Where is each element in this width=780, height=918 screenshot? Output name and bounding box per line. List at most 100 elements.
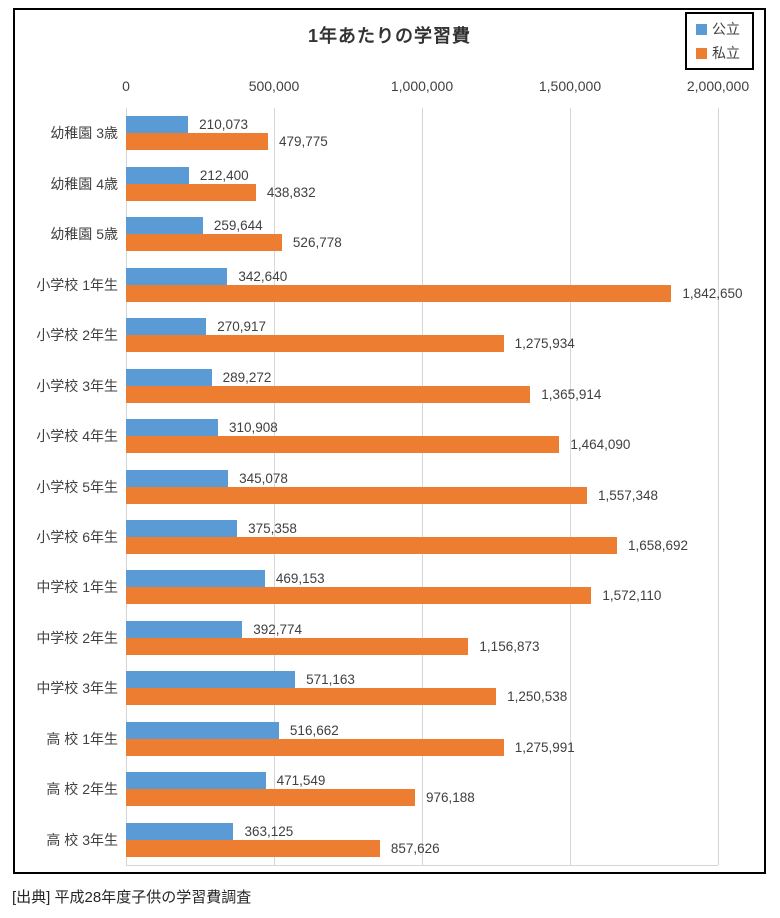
private-bar-line: 1,275,934 [126,335,718,353]
private-bar [126,587,592,605]
category-label: 小学校 4年生 [36,428,118,445]
category-label: 幼稚園 5歳 [50,226,118,243]
category-label: 高 校 1年生 [46,730,118,747]
private-bar [126,133,268,151]
category-label: 小学校 2年生 [36,327,118,344]
private-bar [126,839,380,857]
public-bar [126,368,212,386]
public-bar [126,519,238,537]
public-bar-line: 310,908 [126,419,718,437]
public-bar-line: 392,774 [126,620,718,638]
private-bar [126,536,617,554]
private-value-label: 1,842,650 [682,285,743,301]
public-value-label: 289,272 [222,369,272,385]
public-bar [126,419,219,437]
category-row: 幼稚園 5歳 259,644 526,778 [50,209,718,259]
public-bar [126,721,279,739]
private-bar [126,335,504,353]
category-label: 幼稚園 4歳 [50,175,118,192]
legend-item-private: 私立 [696,43,740,63]
private-bar [126,637,469,655]
private-bar-line: 438,832 [126,183,718,201]
source-note: [出典] 平成28年度子供の学習費調査 [12,889,252,906]
private-bar-line: 479,775 [126,133,718,151]
public-value-label: 571,163 [306,672,355,688]
private-bar [126,284,672,302]
plot-area: 幼稚園 3歳 210,073 479,775 幼稚園 4歳 212,400 438,832… [36,108,742,866]
private-bar-line: 1,156,873 [126,637,718,655]
public-value-label: 345,078 [239,470,288,486]
x-tick-label: 1,000,000 [390,78,454,94]
category-label: 高 校 2年生 [46,781,118,798]
category-label: 小学校 3年生 [36,377,118,394]
public-bar-line: 289,272 [126,368,718,386]
public-bar-line: 345,078 [126,469,718,487]
category-label: 小学校 1年生 [36,276,118,293]
private-bar-line: 1,365,914 [126,385,718,403]
public-value-label: 469,153 [275,571,325,587]
private-value-label: 1,658,692 [627,537,689,553]
category-row: 幼稚園 3歳 210,073 479,775 [50,108,718,158]
category-label: 小学校 5年生 [36,478,118,495]
x-tick-label: 500,000 [248,78,300,94]
public-value-label: 375,358 [248,520,297,536]
private-swatch-icon [696,47,707,59]
private-value-label: 438,832 [266,184,316,200]
private-bar [126,436,560,454]
category-row: 小学校 3年生 289,272 1,365,914 [36,360,718,410]
gridline [421,108,423,865]
gridline [569,108,571,865]
public-bar [126,570,265,588]
public-bar-line: 469,153 [126,570,718,588]
private-value-label: 479,775 [279,134,328,150]
public-value-label: 212,400 [199,167,249,183]
private-bar-line: 1,658,692 [126,536,718,554]
public-value-label: 363,125 [244,823,294,839]
chart-frame: 1年あたりの学習費 公立 私立 0 500,000 1,000,000 1,500,0… [13,8,766,874]
private-bar-line: 857,626 [126,839,718,857]
category-label: 中学校 2年生 [36,629,118,646]
private-bar-line: 1,250,538 [126,688,718,706]
category-row: 幼稚園 4歳 212,400 438,832 [50,158,718,208]
category-label: 中学校 1年生 [36,579,118,596]
public-bar-line: 210,073 [126,116,718,134]
private-value-label: 1,156,873 [479,638,540,654]
private-value-label: 1,365,914 [541,386,602,402]
public-bar-line: 212,400 [126,166,718,184]
public-value-label: 392,774 [253,621,303,637]
public-bar [126,469,229,487]
public-value-label: 471,549 [276,773,326,789]
category-row: 小学校 1年生 342,640 1,842,650 [36,259,742,309]
private-value-label: 1,572,110 [602,588,662,604]
public-bar [126,822,234,840]
legend-label-private: 私立 [712,45,740,61]
public-value-label: 270,917 [217,319,266,335]
category-row: 小学校 4年生 310,908 1,464,090 [36,411,718,461]
private-value-label: 1,464,090 [570,437,631,453]
legend-item-public: 公立 [696,19,740,39]
private-value-label: 1,557,348 [597,487,659,503]
private-bar-line: 1,572,110 [126,587,718,605]
x-tick-label: 1,500,000 [538,78,602,94]
category-label: 高 校 3年生 [46,831,118,848]
private-bar [126,738,504,756]
chart-title: 1年あたりの学習費 [307,26,471,46]
private-value-label: 976,188 [425,790,475,806]
x-tick-label: 2,000,000 [686,78,750,94]
category-row: 中学校 1年生 469,153 1,572,110 [36,562,718,612]
x-tick-label: 0 [122,78,130,94]
x-axis: 0 500,000 1,000,000 1,500,000 2,000,000 [122,78,749,96]
public-bar [126,217,203,235]
public-bar-line: 516,662 [126,721,718,739]
private-bar-line: 1,464,090 [126,436,718,454]
public-swatch-icon [696,23,707,35]
gridline [273,108,275,865]
private-bar-line: 526,778 [126,234,718,252]
public-bar-line: 375,358 [126,519,718,537]
public-bar-line: 363,125 [126,822,718,840]
category-row: 中学校 2年生 392,774 1,156,873 [36,613,718,663]
category-row: 高 校 1年生 516,662 1,275,991 [46,714,718,764]
public-value-label: 210,073 [199,117,248,133]
category-row: 小学校 2年生 270,917 1,275,934 [36,310,718,360]
